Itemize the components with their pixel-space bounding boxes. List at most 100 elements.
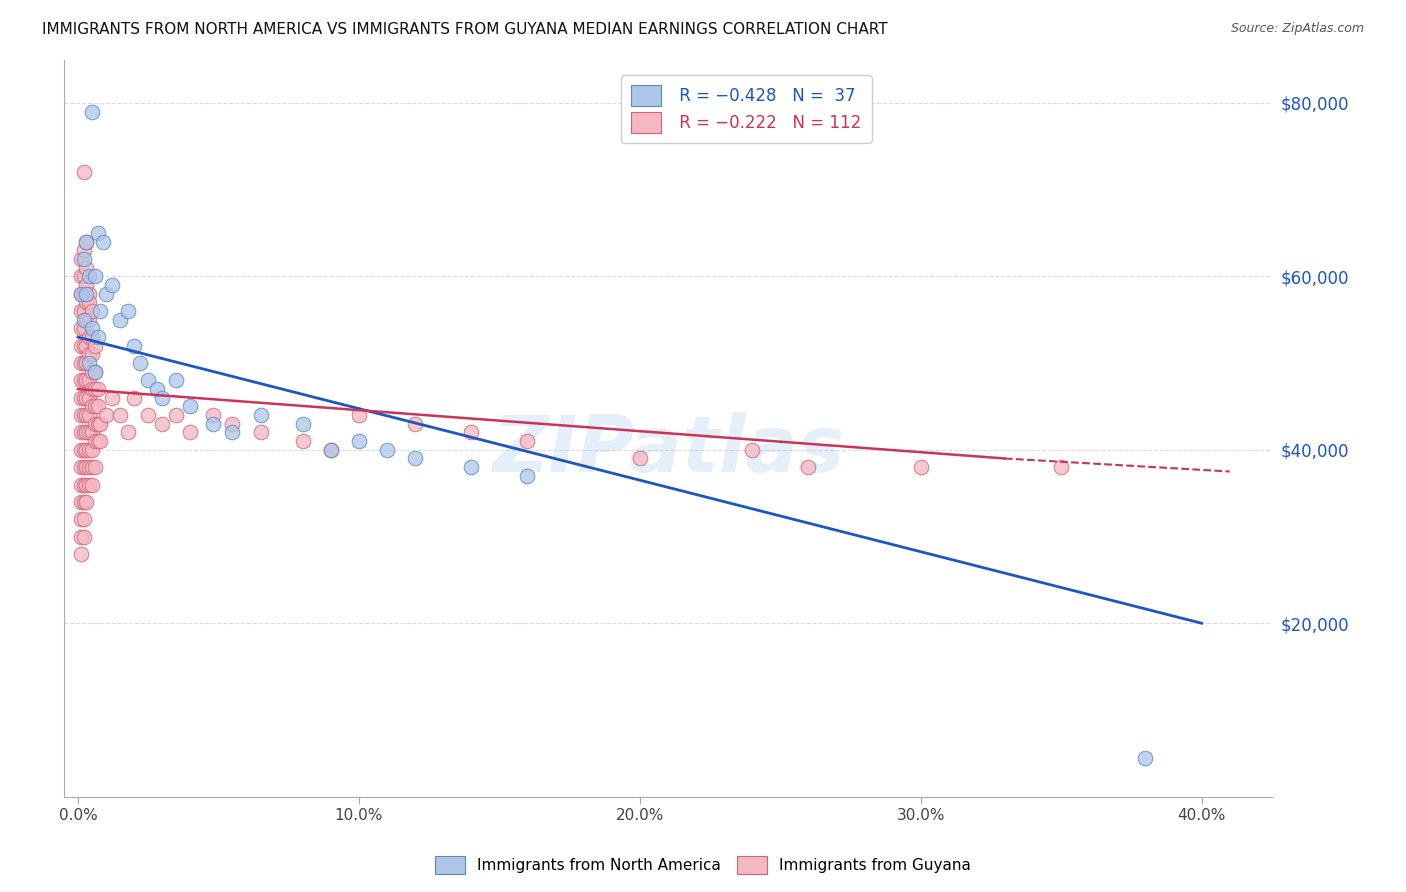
Point [77,286,100,301]
Point [86,330,108,344]
Text: IMMIGRANTS FROM NORTH AMERICA VS IMMIGRANTS FROM GUYANA MEDIAN EARNINGS CORRELAT: IMMIGRANTS FROM NORTH AMERICA VS IMMIGRA… [42,22,887,37]
Point [72,374,94,388]
Point [89,304,111,318]
Point [77,347,100,361]
Point [69,391,91,405]
Point [136,374,159,388]
Point [249,425,271,440]
Point [72,529,94,543]
Point [80,400,103,414]
Point [80,442,103,457]
Point [797,460,820,475]
Point [404,417,426,431]
Point [75,286,97,301]
Point [69,495,91,509]
Point [83,417,105,431]
Point [179,400,201,414]
Point [291,417,314,431]
Point [86,382,108,396]
Point [69,339,91,353]
Point [72,356,94,370]
Point [150,391,173,405]
Text: Source: ZipAtlas.com: Source: ZipAtlas.com [1230,22,1364,36]
Point [136,408,159,422]
Point [72,269,94,284]
Point [741,442,763,457]
Point [75,408,97,422]
Point [117,425,139,440]
Point [75,295,97,310]
Point [72,408,94,422]
Point [1050,460,1073,475]
Point [77,295,100,310]
Point [72,339,94,353]
Point [75,356,97,370]
Point [80,365,103,379]
Point [80,104,103,119]
Point [77,391,100,405]
Point [77,330,100,344]
Point [77,408,100,422]
Point [347,434,370,449]
Point [516,434,538,449]
Point [83,400,105,414]
Point [69,321,91,335]
Point [94,408,117,422]
Point [75,425,97,440]
Point [86,417,108,431]
Point [72,286,94,301]
Point [69,529,91,543]
Text: ZIPatlas: ZIPatlas [492,412,844,488]
Point [100,278,122,293]
Point [375,442,398,457]
Point [80,382,103,396]
Point [72,477,94,491]
Point [69,547,91,561]
Point [122,339,145,353]
Point [69,425,91,440]
Point [83,460,105,475]
Point [179,425,201,440]
Point [75,235,97,249]
Point [77,312,100,326]
Point [117,304,139,318]
Point [108,312,131,326]
Point [75,442,97,457]
Point [201,408,224,422]
Point [72,425,94,440]
Point [69,252,91,266]
Point [72,460,94,475]
Point [72,512,94,526]
Point [75,374,97,388]
Point [122,391,145,405]
Point [69,269,91,284]
Point [83,365,105,379]
Point [75,477,97,491]
Point [460,460,482,475]
Point [80,321,103,335]
Point [516,468,538,483]
Point [72,312,94,326]
Point [201,417,224,431]
Point [72,495,94,509]
Point [89,417,111,431]
Point [347,408,370,422]
Point [72,252,94,266]
Point [75,278,97,293]
Point [80,304,103,318]
Point [404,451,426,466]
Point [221,417,243,431]
Point [72,244,94,258]
Point [69,356,91,370]
Point [89,434,111,449]
Point [80,347,103,361]
Point [86,226,108,240]
Point [145,382,167,396]
Point [69,442,91,457]
Point [69,512,91,526]
Point [72,391,94,405]
Point [83,269,105,284]
Point [291,434,314,449]
Point [100,391,122,405]
Point [319,442,342,457]
